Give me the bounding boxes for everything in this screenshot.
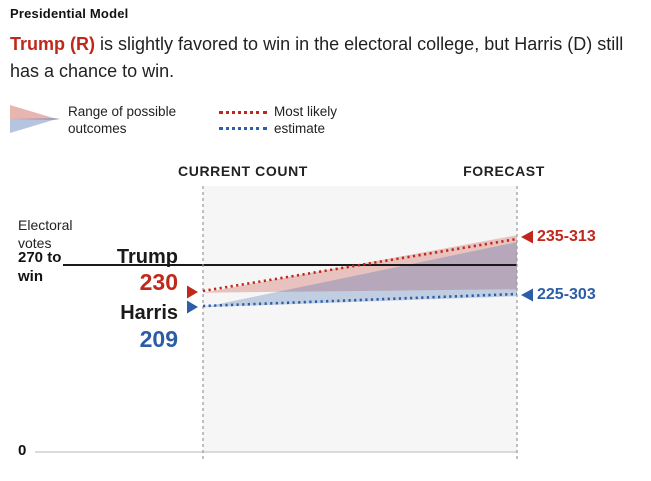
trump-forecast-range: 235-313 <box>537 228 596 245</box>
legend-range-label: Range of possible outcomes <box>68 104 177 136</box>
blue-dotted-line-icon <box>219 127 267 130</box>
axis-zero-label: 0 <box>18 442 27 459</box>
harris-current-count: 209 <box>139 326 178 352</box>
harris-forecast-marker-icon <box>521 288 533 302</box>
headline: Trump (R) is slightly favored to win in … <box>10 31 638 85</box>
column-header-forecast: FORECAST <box>463 163 545 179</box>
headline-rest: is slightly favored to win in the electo… <box>10 34 624 81</box>
harris-forecast-range: 225-303 <box>537 286 596 303</box>
harris-estimate-line <box>202 292 518 308</box>
legend-estimate-label: Most likely estimate <box>274 104 338 136</box>
axis-electoral-votes-label: Electoral votes <box>18 217 73 252</box>
axis-270-to-win-label: 270 to win <box>18 249 62 285</box>
trump-outcome-fan <box>203 235 517 293</box>
range-fan-icon <box>10 105 60 133</box>
page-title: Presidential Model <box>10 6 129 21</box>
plot-background <box>203 186 517 452</box>
harris-current-marker-icon <box>187 300 198 314</box>
headline-trump-lead: Trump (R) <box>10 34 95 54</box>
trump-name-label: Trump <box>116 246 178 268</box>
harris-outcome-fan <box>203 242 517 308</box>
trump-forecast-marker-icon <box>521 230 533 244</box>
trump-estimate-line <box>202 237 518 293</box>
red-dotted-line-icon <box>219 111 267 114</box>
trump-current-marker-icon <box>187 285 198 299</box>
trump-current-count: 230 <box>139 269 178 295</box>
column-header-current-count: CURRENT COUNT <box>178 163 308 179</box>
harris-name-label: Harris <box>120 302 178 324</box>
